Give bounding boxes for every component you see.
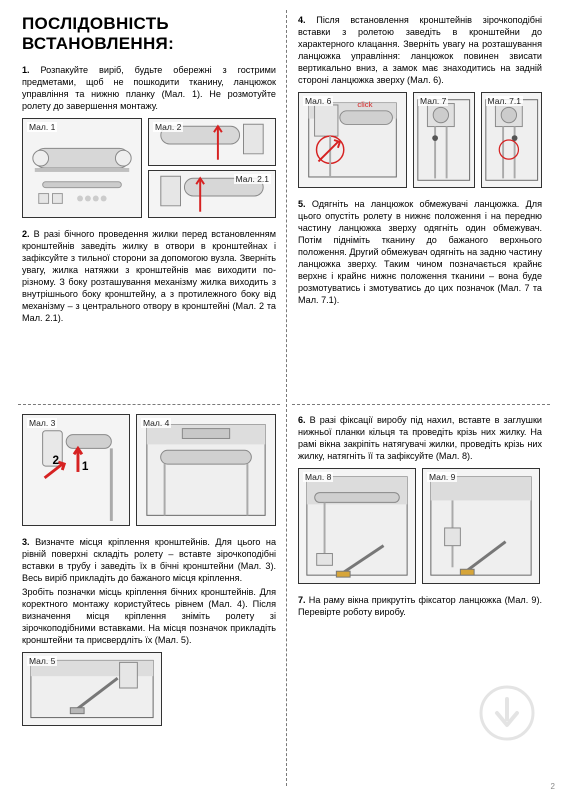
figure-4: Мал. 4 bbox=[136, 414, 276, 526]
page: ПОСЛІДОВНІСТЬ ВСТАНОВЛЕННЯ: 1. Розпакуйт… bbox=[0, 0, 565, 799]
section-left-top: ПОСЛІДОВНІСТЬ ВСТАНОВЛЕННЯ: 1. Розпакуйт… bbox=[22, 14, 276, 324]
step-2: 2. В разі бічного проведення жилки перед… bbox=[22, 228, 276, 324]
figure-8: Мал. 8 bbox=[298, 468, 416, 584]
figure-5: Мал. 5 bbox=[22, 652, 162, 726]
figure-2: Мал. 2 bbox=[148, 118, 276, 166]
figure-7: Мал. 7 bbox=[413, 92, 474, 188]
horizontal-divider-right bbox=[292, 404, 550, 405]
watermark-icon bbox=[479, 685, 535, 741]
figure-1: Мал. 1 bbox=[22, 118, 142, 218]
figure-7-1: Мал. 7.1 bbox=[481, 92, 542, 188]
figure-6: Мал. 6 click bbox=[298, 92, 407, 188]
figure-row-1: Мал. 1 Мал. 2 bbox=[22, 118, 276, 218]
horizontal-divider-left bbox=[18, 404, 280, 405]
step-4: 4. Після встановлення кронштейнів зірочк… bbox=[298, 14, 542, 86]
section-right-bottom: 6. В разі фіксації виробу під нахил, вст… bbox=[298, 414, 542, 618]
step-1: 1. Розпакуйте виріб, будьте обережні з г… bbox=[22, 64, 276, 112]
figure-row-2: Мал. 3 2 1 Мал. 4 bbox=[22, 414, 276, 526]
step-7: 7. На раму вікна прикрутіть фіксатор лан… bbox=[298, 594, 542, 618]
step-3a: 3. Визначте місця кріплення кронштейнів.… bbox=[22, 536, 276, 584]
step-6: 6. В разі фіксації виробу під нахил, вст… bbox=[298, 414, 542, 462]
page-number: 2 bbox=[551, 782, 555, 791]
figure-9: Мал. 9 bbox=[422, 468, 540, 584]
section-left-bottom: Мал. 3 2 1 Мал. 4 bbox=[22, 414, 276, 726]
figure-row-3: Мал. 5 bbox=[22, 652, 276, 726]
vertical-divider bbox=[286, 10, 287, 786]
svg-text:2: 2 bbox=[52, 454, 59, 467]
section-right-top: 4. Після встановлення кронштейнів зірочк… bbox=[298, 14, 542, 306]
title: ПОСЛІДОВНІСТЬ ВСТАНОВЛЕННЯ: bbox=[22, 14, 276, 54]
figure-row-5: Мал. 8 Мал. 9 bbox=[298, 468, 542, 584]
svg-text:1: 1 bbox=[82, 460, 89, 473]
figure-3: Мал. 3 2 1 bbox=[22, 414, 130, 526]
figure-row-4: Мал. 6 click Мал. 7 bbox=[298, 92, 542, 188]
step-5: 5. Одягніть на ланцюжок обмежувачі ланцю… bbox=[298, 198, 542, 306]
click-label: click bbox=[357, 100, 372, 109]
figure-2-1: Мал. 2.1 bbox=[148, 170, 276, 218]
step-3b: Зробіть позначки місць кріплення бічних … bbox=[22, 586, 276, 646]
